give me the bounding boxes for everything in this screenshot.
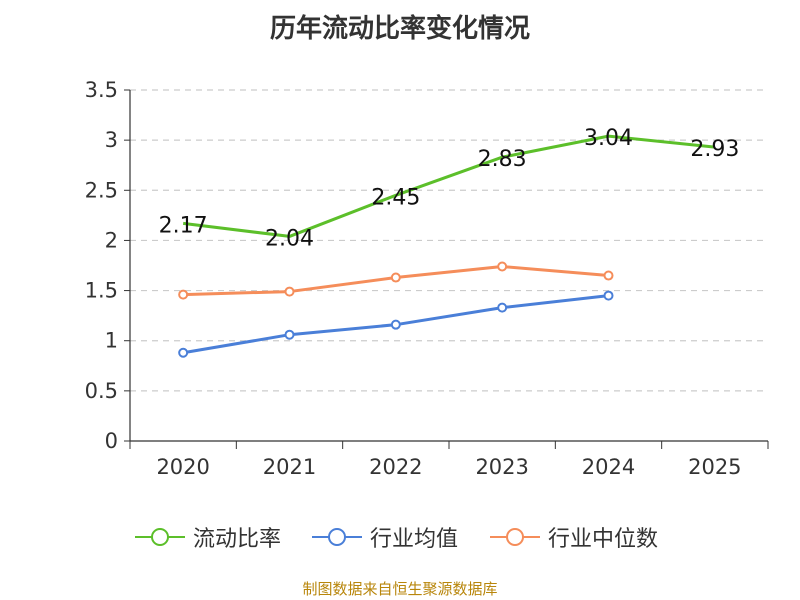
data-label: 2.45 (371, 185, 420, 210)
x-tick-label: 2021 (263, 455, 316, 479)
y-tick-label: 3.5 (85, 78, 118, 102)
data-label: 2.17 (159, 213, 208, 238)
series-lines (178, 134, 715, 358)
legend-label: 行业均值 (370, 527, 459, 552)
gridlines (130, 89, 768, 392)
data-point (497, 261, 508, 272)
legend-marker-blue-icon (312, 528, 362, 546)
x-tick-label: 2024 (582, 455, 635, 479)
data-point (178, 347, 189, 358)
data-label: 2.83 (478, 147, 527, 172)
data-label: 3.04 (584, 126, 633, 151)
data-label: 2.93 (690, 137, 739, 162)
x-tick-label: 2025 (688, 455, 741, 479)
legend-item-industry-median[interactable]: 行业中位数 (490, 520, 658, 554)
data-point (284, 329, 295, 340)
axes: 0 0.5 1 1.5 2 2.5 3 3.5 2020 2021 2022 2023 2024 2025 (85, 78, 769, 479)
y-tick-label: 1 (105, 329, 118, 353)
source-note: 制图数据来自恒生聚源数据库 (302, 580, 498, 598)
y-tick-label: 2.5 (85, 178, 118, 202)
data-point (497, 302, 508, 313)
x-tick-label: 2020 (156, 455, 209, 479)
data-point (390, 319, 401, 330)
legend-marker-green-icon (135, 528, 185, 546)
data-labels: 2.17 2.04 2.45 2.83 3.04 2.93 (159, 126, 740, 251)
y-tick-label: 1.5 (85, 279, 118, 303)
y-tick-label: 2 (105, 228, 118, 252)
y-tick-label: 0.5 (85, 379, 118, 403)
data-point (284, 286, 295, 297)
x-tick-label: 2022 (369, 455, 422, 479)
legend-item-current-ratio[interactable]: 流动比率 (135, 520, 281, 554)
data-label: 2.04 (265, 226, 314, 251)
data-point (603, 290, 614, 301)
data-point (390, 272, 401, 283)
legend: 流动比率 行业均值 行业中位数 (0, 520, 800, 554)
legend-label: 行业中位数 (548, 527, 659, 552)
legend-label: 流动比率 (193, 527, 282, 552)
legend-item-industry-mean[interactable]: 行业均值 (312, 520, 458, 554)
legend-marker-orange-icon (490, 528, 540, 546)
y-tick-label: 0 (105, 429, 118, 453)
series-line-0 (182, 134, 715, 238)
y-tick-label: 3 (105, 128, 118, 152)
data-point (178, 289, 189, 300)
x-tick-label: 2023 (475, 455, 528, 479)
chart-title: 历年流动比率变化情况 (269, 14, 530, 44)
data-point (603, 270, 614, 281)
